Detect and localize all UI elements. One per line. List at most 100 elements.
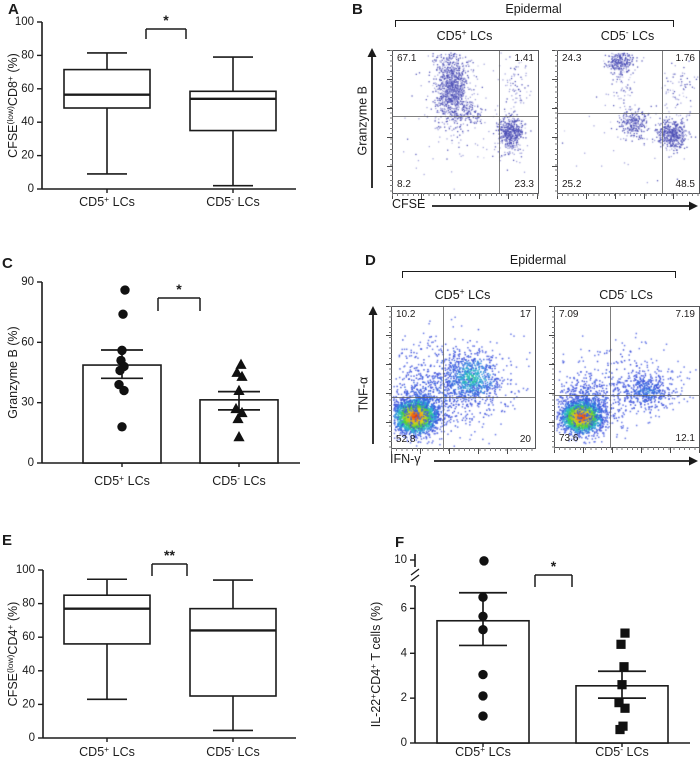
category-label: CD5- LCs: [206, 194, 260, 209]
y-axis-label: CFSE(low)CD8+ (%): [5, 53, 20, 158]
title-sup: -: [625, 27, 629, 37]
epidermal-title: Epidermal: [509, 253, 567, 267]
y-tick-label: 30: [21, 397, 34, 409]
data-point-circle: [479, 556, 489, 566]
title-text: LCs: [627, 288, 653, 303]
y-tick-label: 100: [16, 564, 35, 576]
arrow-head: [367, 48, 377, 57]
axis-ticks-minor: [391, 448, 536, 451]
axis-ticks-minor: [392, 193, 539, 196]
quadrant-value-lr: 20: [519, 434, 531, 445]
quadrant-vline: [498, 51, 500, 193]
data-point-triangle: [236, 370, 248, 381]
data-point-square: [616, 639, 626, 649]
epidermal-bracket: [402, 271, 676, 278]
sig-star: *: [176, 281, 182, 297]
data-point-triangle: [233, 384, 245, 395]
title-sup: +: [459, 286, 465, 296]
sig-star: *: [163, 12, 169, 28]
boxplot-cfse-cd4: 0 20 40 60 80 100 ** CD5+ LCs CD5- LCs CFSE(low)C…: [5, 547, 296, 759]
data-point-circle: [478, 625, 488, 635]
quadrant-value-ul: 67.1: [397, 53, 417, 64]
panel-e: E 0 20 40 60 80 100 ** CD5+ LCs CD5- LCs CFSE(low…: [0, 490, 345, 764]
title-text: LCs: [628, 29, 655, 44]
quadrant-value-ur: 1.41: [514, 53, 534, 64]
flow-title-cd5pos: CD5+ LCs: [391, 286, 534, 303]
data-point-circle: [478, 711, 488, 721]
quadrant-hline: [393, 116, 538, 118]
data-point-triangle: [233, 431, 245, 442]
axis-ticks-major: [554, 447, 700, 453]
y-tick-label: 0: [29, 732, 35, 744]
data-point-circle: [117, 422, 127, 432]
y-axis-label: Granzyme B (%): [6, 326, 20, 418]
y-axis-label: IL-22+CD4+ T cells (%): [368, 602, 383, 728]
quadrant-value-ur: 7.19: [675, 309, 695, 320]
data-point-square: [619, 662, 629, 672]
y-tick-label: 10: [394, 554, 407, 566]
panel-letter-c: C: [2, 255, 13, 272]
panel-a: A 0 20 40 60 80 100 * CD5+ LCs CD5- LCs CFSE(low)…: [0, 0, 345, 240]
axis-ticks-minor: [555, 50, 558, 194]
data-point-square: [615, 724, 625, 735]
quadrant-value-ul: 24.3: [562, 53, 582, 64]
arrow-head: [689, 201, 698, 211]
category-label: CD5- LCs: [212, 473, 266, 488]
title-text: CD5: [436, 29, 462, 44]
y-tick-label: 90: [21, 276, 34, 288]
title-text: CD5: [434, 288, 460, 303]
title-sup: -: [624, 286, 628, 296]
data-point-circle: [478, 691, 488, 701]
y-tick-label: 0: [28, 183, 34, 195]
flow-plot-d-cd5pos: 10.2 17 52.8 20: [386, 306, 536, 454]
quadrant-value-ul: 7.09: [559, 309, 579, 320]
y-tick-label: 60: [21, 83, 34, 95]
quadrant-vline: [662, 51, 664, 193]
quadrant-hline: [558, 113, 699, 115]
flow-title-cd5neg: CD5- LCs: [557, 27, 698, 44]
quadrant-hline: [392, 397, 535, 399]
title-text: LCs: [464, 288, 491, 303]
flow-plot-d-cd5neg: 7.09 7.19 73.6 12.1: [549, 306, 700, 453]
quadrant-value-lr: 12.1: [675, 433, 695, 444]
axis-ticks-minor: [552, 306, 555, 448]
y-tick-label: 4: [401, 647, 408, 659]
axis-ticks-minor: [389, 306, 392, 449]
quadrant-vline: [609, 307, 611, 447]
data-point-triangle: [232, 412, 244, 424]
title-text: CD5: [600, 29, 626, 44]
axis-ticks-major: [392, 193, 539, 199]
data-point-circle: [120, 285, 130, 295]
panel-letter-f: F: [395, 534, 405, 551]
quadrant-value-ul: 10.2: [396, 309, 416, 320]
axis-break: [410, 574, 420, 582]
data-point-triangle: [235, 358, 247, 369]
y-tick-label: 80: [21, 49, 34, 61]
box: [189, 90, 277, 132]
quadrant-value-ur: 17: [519, 309, 531, 320]
boxplot-cfse-cd8: 0 20 40 60 80 100 * CD5+ LCs CD5- LCs CFSE(low)CD…: [5, 12, 296, 209]
barplot-il22-cd4: 10 0 2 4 6 * CD5+ LCs CD5- LCs IL-22+CD4+ T cell…: [368, 554, 690, 759]
tnf-alpha-axis-label: TNF-α: [356, 376, 371, 413]
epidermal-title: Epidermal: [505, 2, 562, 16]
category-label: CD5+ LCs: [79, 194, 135, 209]
box: [189, 607, 277, 697]
y-tick-label: 0: [401, 737, 407, 749]
quadrant-value-ll: 73.6: [559, 433, 579, 444]
y-tick-label: 6: [401, 602, 407, 614]
title-text: LCs: [466, 29, 493, 44]
axis-ticks-major: [391, 448, 536, 454]
axis-ticks-minor: [390, 50, 393, 194]
category-label: CD5+ LCs: [94, 473, 150, 488]
data-point-triangle: [236, 406, 248, 418]
category-label: CD5+ LCs: [79, 744, 135, 759]
y-tick-label: 100: [15, 16, 34, 28]
panel-letter-d: D: [365, 252, 376, 269]
epidermal-bracket: [395, 20, 674, 27]
data-point-square: [614, 698, 624, 708]
y-tick-label: 20: [21, 150, 34, 162]
quadrant-value-lr: 48.5: [675, 179, 695, 190]
flow-dots-canvas: [393, 51, 538, 193]
data-point-circle: [117, 345, 127, 356]
arrow-head: [368, 306, 378, 315]
